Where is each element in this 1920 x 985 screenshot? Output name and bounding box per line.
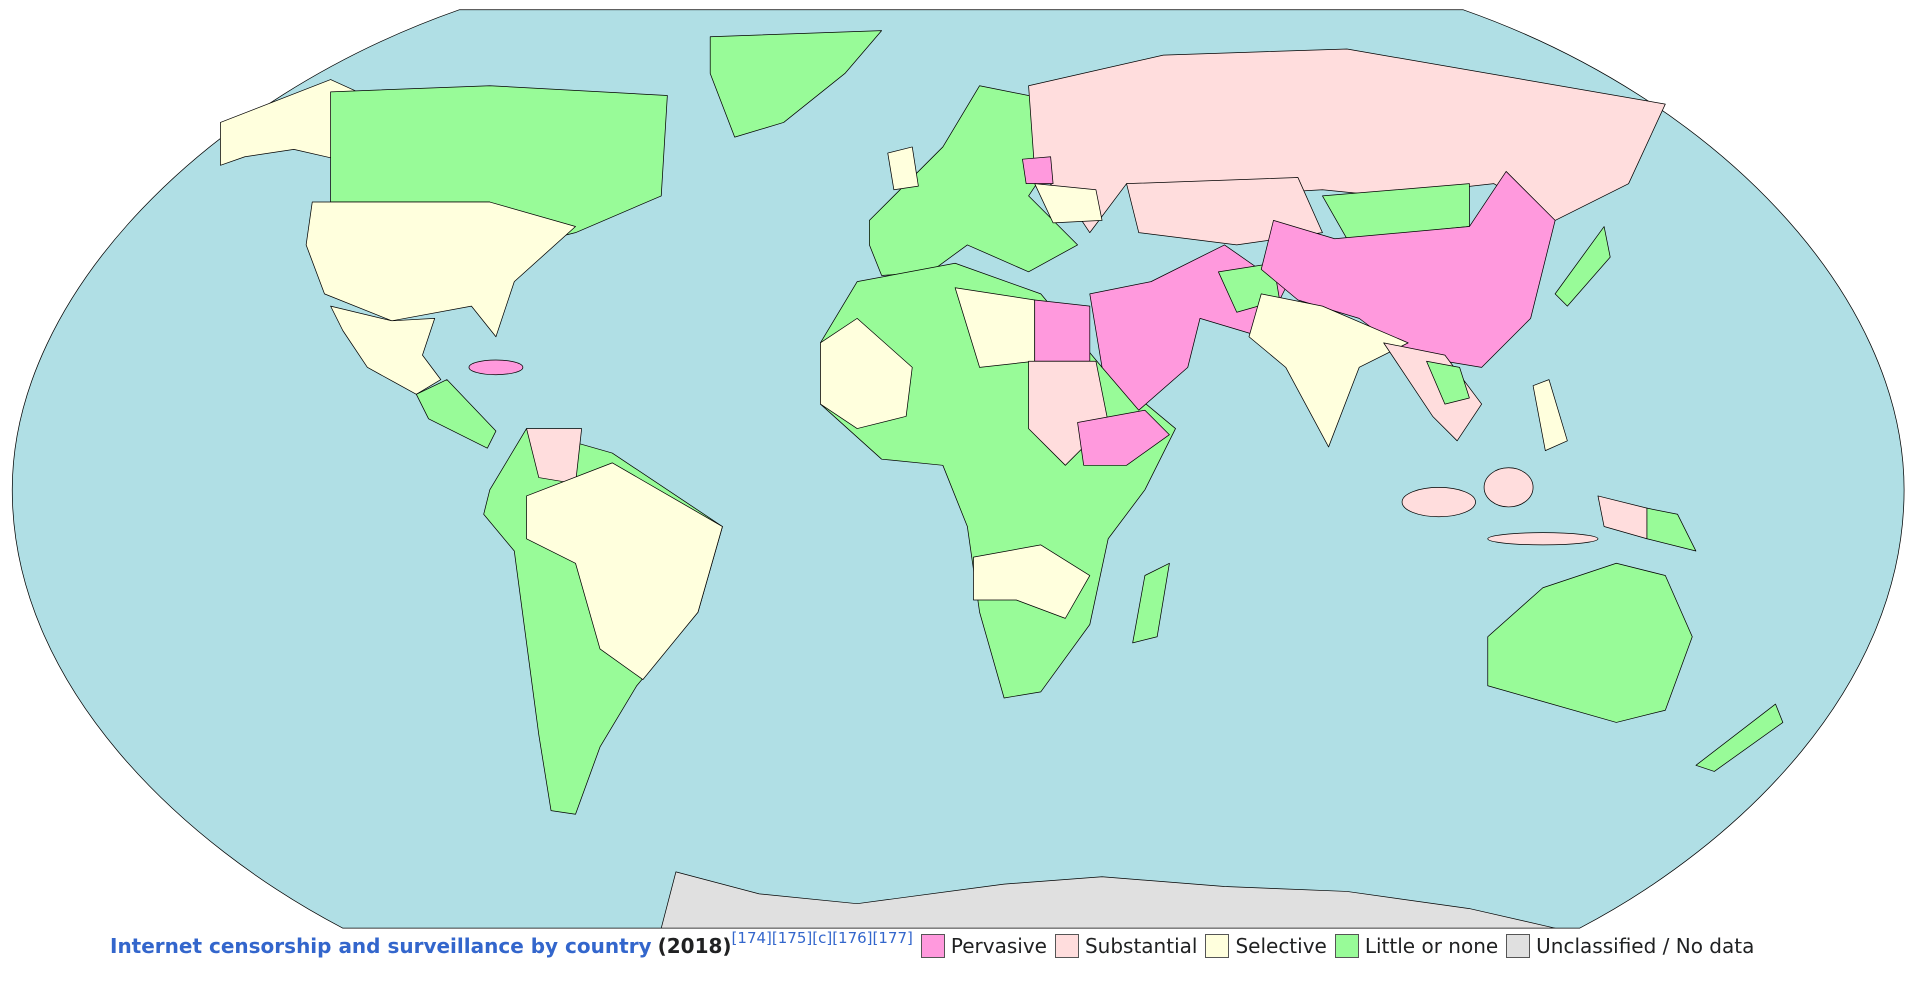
region bbox=[1487, 532, 1599, 546]
region bbox=[1532, 379, 1568, 451]
legend: Pervasive Substantial Selective Little or n… bbox=[920, 934, 1762, 958]
legend-swatch bbox=[1205, 934, 1230, 958]
region bbox=[1132, 562, 1170, 644]
region bbox=[1022, 156, 1054, 185]
legend-label: Substantial bbox=[1084, 934, 1198, 958]
legend-label: Little or none bbox=[1364, 934, 1499, 958]
region bbox=[1260, 171, 1556, 368]
region bbox=[1554, 226, 1611, 307]
region bbox=[1248, 293, 1409, 448]
region bbox=[973, 544, 1091, 619]
legend-item: Little or none bbox=[1334, 934, 1499, 958]
references: [174][175][c][176][177] bbox=[732, 929, 913, 958]
region bbox=[887, 146, 919, 191]
region bbox=[1383, 342, 1483, 442]
region bbox=[1646, 507, 1697, 552]
legend-item: Substantial bbox=[1054, 934, 1198, 958]
region bbox=[820, 318, 913, 429]
legend-item: Selective bbox=[1205, 934, 1327, 958]
antarctica bbox=[660, 871, 1556, 929]
legend-item: Unclassified / No data bbox=[1506, 934, 1754, 958]
legend-label: Selective bbox=[1235, 934, 1327, 958]
region bbox=[1034, 183, 1103, 224]
legend-item: Pervasive bbox=[920, 934, 1047, 958]
caption-link[interactable]: Internet censorship and surveillance by … bbox=[110, 934, 652, 958]
region bbox=[330, 305, 442, 395]
legend-swatch bbox=[920, 934, 945, 958]
caption: Internet censorship and surveillance by … bbox=[110, 929, 1762, 958]
region bbox=[1483, 467, 1534, 508]
region bbox=[468, 359, 524, 376]
region bbox=[526, 462, 723, 680]
world-map bbox=[11, 9, 1905, 929]
legend-label: Unclassified / No data bbox=[1536, 934, 1755, 958]
region bbox=[305, 201, 576, 338]
legend-label: Pervasive bbox=[950, 934, 1047, 958]
region bbox=[1034, 299, 1091, 362]
legend-swatch bbox=[1334, 934, 1359, 958]
reference[interactable]: [176] bbox=[832, 929, 873, 947]
reference[interactable]: [175] bbox=[771, 929, 813, 947]
region bbox=[709, 30, 883, 138]
legend-swatch bbox=[1506, 934, 1531, 958]
region bbox=[1426, 360, 1470, 405]
region bbox=[1487, 562, 1693, 723]
region bbox=[415, 379, 497, 449]
region bbox=[869, 85, 1078, 276]
reference[interactable]: [177] bbox=[872, 929, 913, 947]
region bbox=[1695, 703, 1784, 772]
region bbox=[1401, 486, 1476, 518]
caption-year: (2018) bbox=[657, 934, 732, 958]
reference[interactable]: [c] bbox=[812, 929, 833, 947]
region bbox=[220, 79, 358, 166]
legend-swatch bbox=[1054, 934, 1079, 958]
region bbox=[1077, 409, 1170, 466]
reference[interactable]: [174] bbox=[731, 929, 772, 947]
